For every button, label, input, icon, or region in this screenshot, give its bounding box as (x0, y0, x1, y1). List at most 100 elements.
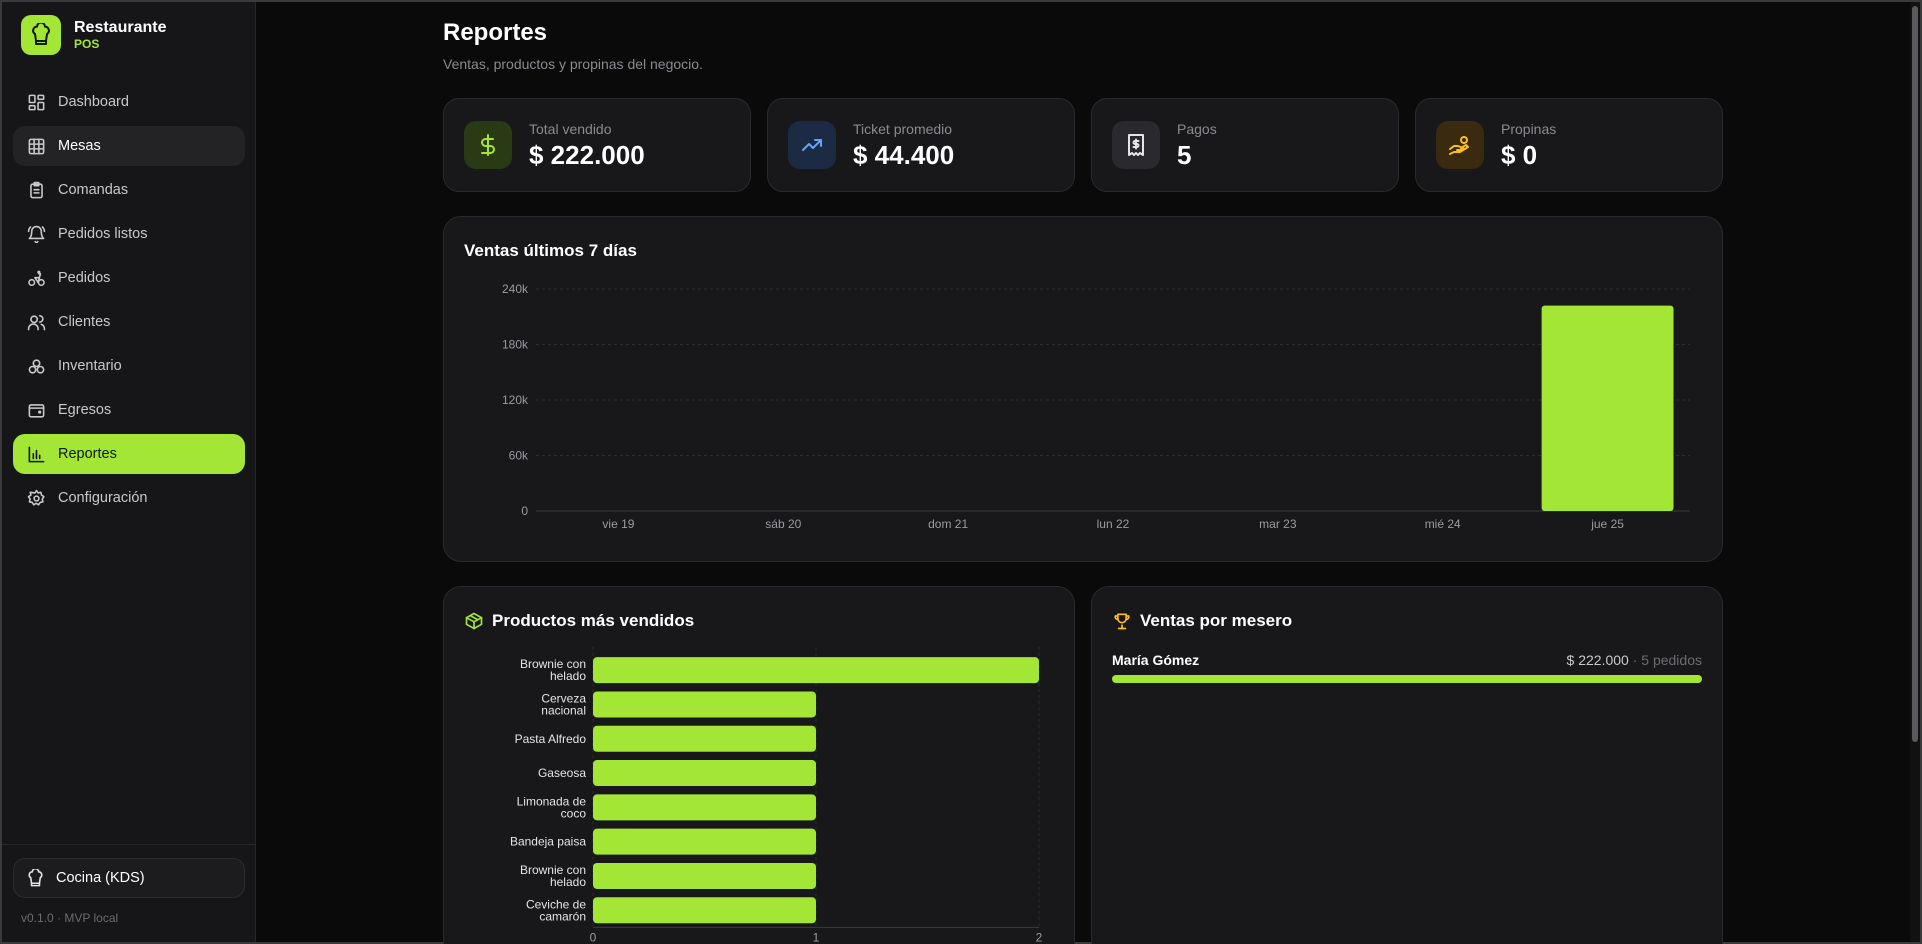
bike-icon (28, 270, 45, 286)
trophy-icon (1114, 613, 1130, 630)
stat-card: Ticket promedio $ 44.400 (767, 98, 1075, 192)
sidebar: Restaurante POS Dashboard Mesas Comandas Pe… (2, 2, 256, 942)
x-tick-label: 0 (590, 930, 597, 944)
product-label: helado (550, 669, 586, 683)
product-label: camarón (539, 909, 586, 923)
product-bar[interactable] (593, 794, 816, 821)
sidebar-item-dashboard[interactable]: Dashboard (13, 82, 245, 122)
sidebar-item-label: Reportes (58, 446, 117, 462)
waiter-name: María Gómez (1112, 652, 1200, 668)
top-products-card: Productos más vendidos 0 1 2 Brownie con hel… (443, 586, 1075, 944)
dashboard-icon (28, 94, 45, 110)
wallet-icon (28, 403, 45, 418)
x-tick-label: 2 (1036, 930, 1043, 944)
sales-bar[interactable] (1541, 305, 1674, 511)
kitchen-kds-button[interactable]: Cocina (KDS) (13, 858, 245, 898)
sidebar-item-pedidos[interactable]: Pedidos (13, 258, 245, 298)
sidebar-item-pedidos-listos[interactable]: Pedidos listos (13, 214, 245, 254)
bar-chart-icon (28, 446, 45, 462)
dollar-icon (481, 134, 495, 156)
product-label: nacional (541, 703, 586, 717)
users-icon (27, 314, 46, 330)
waiter-share-bar (1112, 675, 1702, 683)
sidebar-item-label: Configuración (58, 490, 148, 506)
sidebar-item-inventario[interactable]: Inventario (13, 346, 245, 386)
page-title: Reportes (443, 19, 548, 46)
package-icon (465, 612, 483, 630)
product-label: coco (561, 806, 587, 820)
stat-icon-box (1436, 121, 1484, 169)
product-label: Bandeja paisa (510, 835, 586, 849)
scrollbar-thumb[interactable] (1912, 6, 1918, 742)
waiter-orders: · 5 pedidos (1632, 652, 1702, 668)
bell-icon (27, 225, 46, 243)
x-tick-label: sáb 20 (765, 517, 801, 531)
chef-hat-icon (28, 868, 43, 886)
stat-label: Ticket promedio (853, 121, 953, 137)
clipboard-icon (30, 181, 43, 198)
product-label: helado (550, 875, 586, 889)
sidebar-item-mesas[interactable]: Mesas (13, 126, 245, 166)
stat-icon-box (1112, 121, 1160, 169)
y-tick-label: 120k (502, 393, 529, 407)
brand[interactable]: Restaurante POS (21, 15, 166, 55)
x-tick-label: 1 (813, 930, 820, 944)
sidebar-item-label: Pedidos listos (58, 226, 148, 242)
product-label: Brownie con (520, 657, 586, 671)
waiter-share-track (1112, 675, 1702, 683)
y-tick-label: 240k (502, 282, 529, 296)
page-scrollbar[interactable] (1910, 2, 1920, 942)
page-subtitle: Ventas, productos y propinas del negocio… (443, 56, 703, 72)
sidebar-item-label: Clientes (58, 314, 111, 330)
sidebar-item-label: Mesas (58, 138, 101, 154)
sidebar-item-label: Pedidos (58, 270, 111, 286)
chef-hat-icon (21, 15, 61, 55)
sidebar-item-label: Comandas (58, 182, 129, 198)
product-bar[interactable] (593, 657, 1039, 684)
product-bar[interactable] (593, 691, 816, 718)
sidebar-footer: Cocina (KDS) v0.1.0 · MVP local (2, 844, 256, 925)
stat-value: $ 222.000 (529, 140, 645, 170)
gear-icon (27, 489, 45, 506)
sidebar-item-egresos[interactable]: Egresos (13, 390, 245, 430)
x-tick-label: vie 19 (602, 517, 634, 531)
app-version: v0.1.0 · MVP local (21, 911, 119, 925)
sales-chart-card: Ventas últimos 7 días 0 60k 120k 180k 240k vi… (443, 216, 1723, 562)
boxes-icon (28, 358, 45, 374)
x-tick-label: mié 24 (1425, 517, 1461, 531)
sidebar-item-reportes[interactable]: Reportes (13, 434, 245, 474)
product-bar[interactable] (593, 828, 816, 855)
grid-icon (28, 138, 45, 154)
brand-subtitle: POS (74, 37, 100, 51)
product-label: Cerveza (541, 691, 586, 705)
stat-value: 5 (1177, 140, 1192, 170)
sidebar-item-clientes[interactable]: Clientes (13, 302, 245, 342)
y-tick-label: 0 (521, 504, 528, 518)
product-bar[interactable] (593, 760, 816, 787)
waiter-amount: $ 222.000 (1566, 652, 1629, 668)
brand-title: Restaurante (74, 19, 167, 36)
stat-icon-box (788, 121, 836, 169)
sidebar-item-configuración[interactable]: Configuración (13, 478, 245, 518)
stat-label: Propinas (1501, 121, 1557, 137)
product-label: Limonada de (517, 794, 587, 808)
sidebar-item-comandas[interactable]: Comandas (13, 170, 245, 210)
product-label: Gaseosa (538, 766, 586, 780)
x-tick-label: dom 21 (928, 517, 968, 531)
sidebar-item-label: Egresos (58, 402, 112, 418)
sales-chart: 0 60k 120k 180k 240k vie 19 sáb 20 dom 21 lun 22… (502, 282, 1690, 531)
kitchen-kds-label: Cocina (KDS) (56, 870, 145, 886)
sales-by-waiter-card: Ventas por mesero María Gómez $ 222.000 … (1091, 586, 1723, 944)
product-bar[interactable] (593, 725, 816, 752)
y-tick-label: 60k (509, 449, 529, 463)
y-tick-label: 180k (502, 338, 529, 352)
stat-card: Pagos 5 (1091, 98, 1399, 192)
stat-value: $ 44.400 (853, 140, 955, 170)
product-label: Ceviche de (526, 897, 586, 911)
stat-label: Total vendido (529, 121, 612, 137)
product-bar[interactable] (593, 862, 816, 889)
sidebar-item-label: Dashboard (58, 94, 129, 110)
hand-coins-icon (1449, 136, 1469, 155)
product-bar[interactable] (593, 897, 816, 924)
